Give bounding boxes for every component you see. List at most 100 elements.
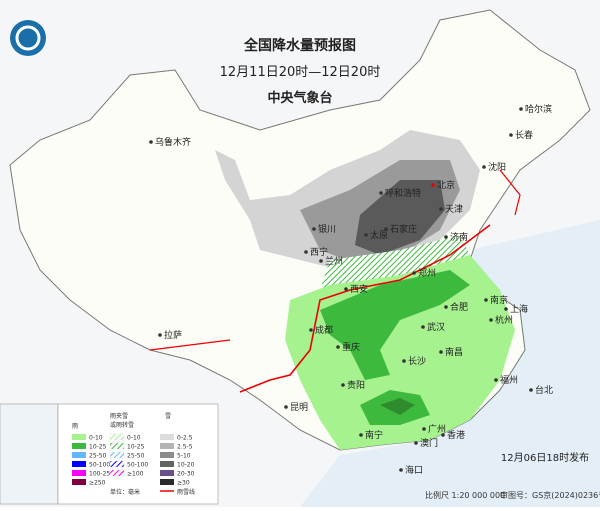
city-dot (529, 388, 533, 392)
sea (300, 220, 600, 507)
snow-heavy (355, 180, 445, 255)
city-dot (344, 287, 348, 291)
agency: 中央气象台 (267, 90, 332, 106)
city-dot (319, 259, 323, 263)
city-dot (494, 378, 498, 382)
city-dot (158, 333, 162, 337)
legend-swatch (109, 460, 125, 468)
legend-swatch (160, 470, 174, 476)
legend-sleet-title: 雨夹雪 (110, 412, 128, 420)
city-label: 贵阳 (347, 379, 365, 391)
city-label: 重庆 (342, 341, 360, 353)
scale: 比例尺 1:20 000 000 (425, 490, 505, 500)
legend-swatch (160, 479, 174, 485)
city-dot (284, 405, 288, 409)
city-dot (482, 165, 486, 169)
legend-swatch (160, 452, 174, 458)
city-dot (336, 345, 340, 349)
city-dot (384, 227, 388, 231)
city-label: 哈尔滨 (525, 103, 552, 115)
city-dot (489, 318, 493, 322)
city-label: 杭州 (495, 314, 513, 326)
rain-moderate (320, 270, 470, 380)
city-dot (412, 271, 416, 275)
city-dot (379, 191, 383, 195)
review: 审图号：GS京(2024)0236号 (500, 490, 600, 500)
issued: 12月06日18时发布 (501, 451, 589, 464)
city-label: 南昌 (445, 346, 463, 358)
cold-front (149, 339, 231, 351)
city-dot (444, 235, 448, 239)
rain-snow-line (239, 224, 491, 393)
legend-label: ≥100 (127, 471, 144, 478)
city-dot (304, 250, 308, 254)
legend-sleet-title: 或雨转雪 (110, 421, 134, 429)
legend-swatch (72, 461, 86, 467)
city-label: 石家庄 (390, 223, 417, 235)
city-label: 北京 (437, 179, 455, 191)
city-dot (414, 441, 418, 445)
legend-snow-title: 雪 (165, 413, 171, 420)
inset-south-china-sea (0, 403, 59, 505)
legend-label: 10-25 (127, 444, 145, 451)
legend-label: 50-100 (89, 462, 110, 469)
city-label: 拉萨 (164, 329, 182, 341)
city-dot (149, 140, 153, 144)
city-label: 武汉 (427, 321, 445, 333)
legend-label: 2.5-5 (177, 444, 193, 451)
logo-mark (15, 25, 41, 51)
legend-label: ≥30 (177, 480, 190, 487)
city-label: 呼和浩特 (385, 187, 421, 199)
legend-line-label: 雨雪线 (177, 488, 195, 496)
city-dot (309, 328, 313, 332)
legend-label: 0-10 (127, 435, 141, 442)
subtitle: 12月11日20时—12日20时 (220, 65, 381, 80)
city-dot (484, 298, 488, 302)
city-label: 福州 (500, 374, 518, 386)
city-dot (444, 305, 448, 309)
city-label: 成都 (315, 324, 333, 336)
city-dot (399, 468, 403, 472)
city-label: 西宁 (310, 246, 328, 258)
city-dot (402, 359, 406, 363)
legend-label: 5-10 (177, 453, 191, 460)
legend-swatch (109, 433, 125, 441)
legend-label: 100-250 (89, 471, 114, 478)
city-dot (364, 233, 368, 237)
city-label: 昆明 (290, 402, 308, 413)
city-label: 澳门 (420, 437, 438, 449)
city-label: 南京 (490, 294, 508, 306)
city-label: 兰州 (325, 255, 343, 267)
legend-label: 20-30 (177, 471, 195, 478)
city-label: 太原 (370, 229, 388, 241)
city-dot (509, 133, 513, 137)
title: 全国降水量预报图 (243, 37, 356, 54)
city-label: 香港 (447, 429, 465, 441)
legend-label: 10-20 (177, 462, 195, 469)
city-label: 天津 (445, 204, 463, 215)
legend-swatch (160, 461, 174, 467)
city-dot (341, 383, 345, 387)
legend-label: 0-10 (89, 435, 103, 442)
city-label: 广州 (428, 423, 446, 435)
city-dot (312, 227, 316, 231)
logo (10, 20, 46, 56)
legend-label: 50-100 (127, 462, 148, 469)
rain-heavy (380, 398, 415, 415)
legend-swatch (72, 470, 86, 476)
city-label: 台北 (535, 384, 553, 396)
city-label: 南宁 (365, 429, 383, 441)
sleet-zone (320, 235, 470, 290)
legend-label: ≥250 (89, 480, 106, 487)
city-label: 合肥 (450, 301, 468, 313)
legend-swatch (72, 479, 86, 485)
legend-label: 10-25 (89, 444, 107, 451)
city-dot (422, 427, 426, 431)
city-label: 长沙 (408, 355, 426, 367)
legend-swatch (109, 442, 125, 450)
legend-swatch (72, 443, 86, 449)
legend-rain-title: 雨 (72, 423, 78, 430)
city-dot (359, 433, 363, 437)
legend-swatch (72, 434, 86, 440)
